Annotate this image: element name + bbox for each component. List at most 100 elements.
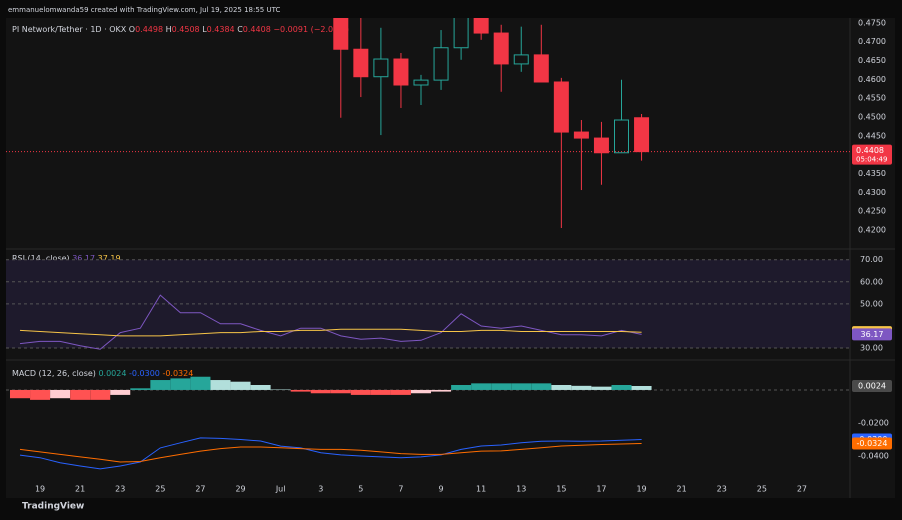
histogram-bar	[370, 389, 391, 395]
histogram-bar	[310, 389, 331, 394]
y-tick-label: 0.4450	[858, 131, 886, 140]
rsi-lines	[19, 294, 642, 350]
histogram-bar	[390, 389, 411, 395]
candle-body	[533, 54, 549, 83]
x-tick-label: 25	[155, 485, 165, 494]
histogram-bar	[110, 389, 131, 395]
histogram-bar	[210, 380, 231, 390]
candle-body	[373, 58, 389, 78]
histogram-bar	[130, 388, 151, 390]
histogram-bar	[451, 385, 472, 390]
rsi-title: RSI (14, close)	[12, 254, 70, 263]
histogram-bar	[30, 389, 51, 400]
series-line	[19, 328, 642, 337]
y-tick-label: 0.4600	[858, 75, 886, 84]
series-line	[19, 443, 642, 463]
candle-body	[473, 18, 489, 34]
histogram-bar	[511, 383, 532, 390]
y-tick-label: 0.4550	[858, 94, 886, 103]
y-tick-label: 50.00	[860, 299, 883, 308]
candle-body	[453, 18, 469, 49]
x-tick-label: 19	[35, 485, 45, 494]
ohlc-value: 0.4498	[135, 25, 163, 34]
y-tick-label: 0.4500	[858, 113, 886, 122]
candle-body	[333, 18, 349, 50]
x-tick-label: Jul	[275, 485, 286, 494]
candle-body	[553, 81, 569, 133]
rsi-last-text: 36.17	[861, 330, 884, 339]
macd-last-text: -0.0324	[857, 439, 888, 448]
ohlc-key: O	[129, 25, 135, 34]
y-tick-label: 70.00	[860, 255, 883, 264]
macd-title: MACD (12, 26, close)	[12, 369, 96, 378]
rsi-legend: RSI (14, close) 36.17 37.19	[12, 254, 121, 263]
x-tick-label: 13	[516, 485, 526, 494]
change: −0.0091 (−2.02%)	[273, 25, 349, 34]
histogram-bar	[350, 389, 371, 395]
x-tick-label: 29	[235, 485, 245, 494]
candle-body	[513, 54, 529, 65]
macd-last-box	[852, 437, 892, 450]
histogram-bar	[411, 389, 431, 394]
series-line	[19, 294, 642, 350]
logo: TradingView	[22, 502, 84, 512]
histogram-bar	[150, 380, 171, 390]
y-tick-label: 0.4750	[858, 18, 886, 27]
histogram-bar	[250, 385, 271, 390]
series-line	[19, 437, 642, 470]
y-tick-label: 0.4250	[858, 207, 886, 216]
histogram-bar	[190, 376, 211, 390]
candle-body	[353, 48, 369, 78]
y-tick-label: 0.4350	[858, 169, 886, 178]
y-tick-label: -0.0400	[858, 452, 889, 461]
histogram-bar	[10, 389, 30, 399]
histogram-bar	[330, 389, 351, 394]
y-tick-label: 60.00	[860, 277, 883, 286]
hist-last-text: 0.0024	[858, 381, 886, 390]
x-tick-label: 19	[636, 485, 646, 494]
ohlc-value: 0.4408	[243, 25, 271, 34]
histogram-bar	[230, 381, 251, 390]
y-tick-label: 30.00	[860, 344, 883, 353]
rsi-value: 36.17	[72, 254, 95, 263]
x-tick-label: 21	[75, 485, 85, 494]
y-tick-label: -0.0200	[858, 419, 889, 428]
price-legend: PI Network/Tether · 1D · OKX O0.4498 H0.…	[12, 25, 349, 34]
candle-body	[413, 79, 429, 86]
histogram-bar	[571, 385, 592, 390]
x-tick-label: 23	[115, 485, 125, 494]
x-tick-label: 9	[439, 485, 444, 494]
histogram-bar	[471, 383, 492, 390]
hist-last-box	[852, 379, 892, 392]
histogram-bar	[491, 383, 512, 390]
y-tick-label: 0.4300	[858, 188, 886, 197]
y-tick-label: 0.4200	[858, 225, 886, 234]
candle-body	[573, 131, 589, 139]
macd-value: -0.0300	[129, 369, 160, 378]
candle-body	[593, 137, 609, 154]
histogram-bar	[611, 385, 632, 390]
x-tick-label: 27	[195, 485, 205, 494]
x-tick-label: 25	[757, 485, 767, 494]
ohlc-key: L	[202, 25, 207, 34]
candle-body	[393, 58, 409, 86]
ohlc-value: 0.4508	[172, 25, 200, 34]
symbol: PI Network/Tether · 1D · OKX	[12, 25, 127, 34]
chart-area	[6, 18, 895, 498]
x-tick-label: 21	[677, 485, 687, 494]
last-price-box	[852, 144, 892, 165]
last-price: 0.4408	[856, 146, 884, 155]
histogram-bar	[591, 386, 612, 390]
x-tick-label: 15	[556, 485, 566, 494]
ohlc-key: H	[166, 25, 172, 34]
x-tick-label: 11	[476, 485, 486, 494]
ohlc-key: C	[237, 25, 243, 34]
candles	[333, 18, 650, 229]
histogram-bar	[531, 383, 552, 390]
histogram-bar	[551, 385, 572, 390]
candle-body	[433, 47, 449, 81]
signal-value: -0.0324	[162, 369, 193, 378]
candle-body	[634, 117, 650, 153]
candle-body	[493, 32, 509, 65]
